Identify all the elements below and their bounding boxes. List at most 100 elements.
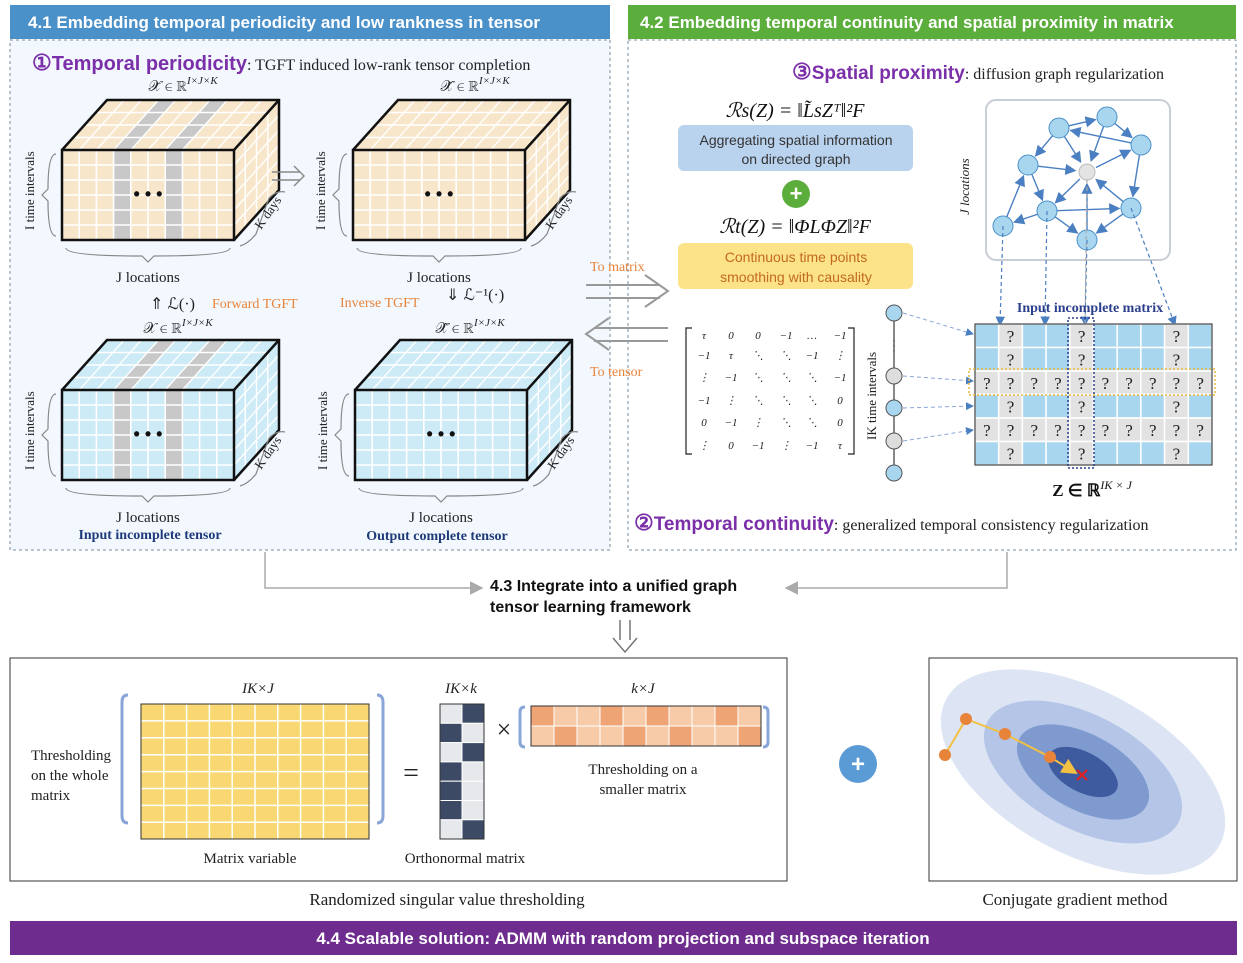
phi-matrix: τ 0 0 −1 … −1 −1 τ ⋱ ⋱ −1 ⋮ ⋮ −1 ⋱ ⋱ ⋱ −1 −1 ⋮ ⋱ ⋱ ⋱ 0 0 −1 ⋮ ⋱ ⋱ 0 ⋮ 0… <box>685 327 855 455</box>
phi-cell-3-5: 0 <box>837 395 843 407</box>
phi-cell-2-3: ⋱ <box>781 372 792 384</box>
missing-entry-1-8: ? <box>1173 350 1181 369</box>
ortho-cell-0-1 <box>461 703 485 724</box>
section-4-3-title-line1: 4.3 Integrate into a unified graph <box>490 578 737 595</box>
periodicity-number: ① <box>32 50 52 75</box>
rs-box-line2: on directed graph <box>742 151 851 167</box>
graph-edge-9 <box>1056 203 1121 215</box>
section-4-2-title: 4.2 Embedding temporal continuity and sp… <box>640 13 1174 32</box>
section-4-1: 4.1 Embedding temporal periodicity and l… <box>9 5 611 551</box>
section-4-1-header <box>10 5 610 39</box>
ikxk-label: IK×k <box>444 681 477 697</box>
graph-edge-0 <box>1068 116 1097 128</box>
optimum-marker <box>1076 769 1088 781</box>
small-cell-0-0 <box>530 705 555 727</box>
phi-cell-1-5: ⋮ <box>835 350 846 362</box>
cube-bottom-right-i-label: I time intervals <box>315 391 330 470</box>
x-input-label-sup: I×J×K <box>181 317 213 329</box>
rsvt-caption: Randomized singular value thresholding <box>309 890 585 909</box>
missing-entry-4-6: ? <box>1125 421 1133 440</box>
phi-cell-5-4: −1 <box>806 440 819 452</box>
small-cell-1-2 <box>576 725 601 747</box>
matrix-cell-1-0 <box>974 346 1000 372</box>
time-chain: ⋮ <box>885 304 974 482</box>
cube-top-left-left-brace <box>41 153 57 237</box>
spatial-number: ③ <box>792 59 812 84</box>
cube-top-right-depth-brace <box>530 191 577 247</box>
chain-node-4 <box>885 464 903 482</box>
section-4-4-title: 4.4 Scalable solution: ADMM with random … <box>316 929 929 948</box>
phi-cell-4-3: ⋱ <box>781 417 792 429</box>
cube-top-right-corner-edge <box>524 99 571 151</box>
small-cell-0-9 <box>737 705 762 727</box>
cube-top-right-front-edge <box>351 148 527 242</box>
spatial-name: Spatial proximity <box>812 63 966 84</box>
small-cell-1-4 <box>622 725 647 747</box>
cg-caption: Conjugate gradient method <box>982 890 1168 909</box>
projection-center <box>1084 179 1088 326</box>
matrix-cell-1-3 <box>1045 346 1071 372</box>
xbar-label-sup: I×J×K <box>186 75 218 87</box>
matrix-cell-3-9 <box>1187 393 1213 419</box>
cube-top-right-bottom-brace <box>356 247 522 263</box>
small-cell-1-1 <box>553 725 578 747</box>
graph-node-4 <box>1130 134 1152 156</box>
missing-entry-2-6: ? <box>1125 374 1133 393</box>
chain-proj-3 <box>902 427 974 442</box>
missing-entry-3-8: ? <box>1173 397 1181 416</box>
orthonormal-label: Orthonormal matrix <box>405 851 526 867</box>
cube-top-right-sideline2 <box>524 159 571 211</box>
ortho-cell-6-1 <box>461 819 485 840</box>
equals-sign: = <box>403 758 419 789</box>
matrix-cell-3-7 <box>1140 393 1166 419</box>
graph-node-1 <box>1096 106 1118 128</box>
graph-edge-1 <box>1034 135 1054 157</box>
chain-proj-2 <box>902 402 974 411</box>
graph-j-locations: J locations <box>957 158 972 215</box>
xhat-output-label-sup: I×J×K <box>473 317 505 329</box>
missing-entry-4-5: ? <box>1102 421 1110 440</box>
missing-entry-2-7: ? <box>1149 374 1157 393</box>
continuity-heading: ②Temporal continuity: generalized tempor… <box>634 510 1148 535</box>
small-border <box>530 705 762 747</box>
missing-entry-2-5: ? <box>1102 374 1110 393</box>
chain-node-0 <box>885 304 903 322</box>
z-caption-base: Z ∈ ℝ <box>1052 481 1101 500</box>
missing-entry-1-1: ? <box>1007 350 1015 369</box>
to-tensor-arrow: To tensor <box>584 317 668 380</box>
continuity-desc: : generalized temporal consistency regul… <box>834 517 1149 534</box>
missing-entry-2-1: ? <box>1007 374 1015 393</box>
thresh-whole-line3: matrix <box>31 788 71 804</box>
matrix-cell-1-6 <box>1116 346 1142 372</box>
missing-entry-4-3: ? <box>1054 421 1062 440</box>
section-4-2-header <box>628 5 1236 39</box>
matrix-cell-5-7 <box>1140 440 1166 466</box>
graph-node-0 <box>1048 117 1070 139</box>
graph-edge-11 <box>1054 216 1079 234</box>
cube-transform-arrow <box>272 165 305 187</box>
incomplete-matrix-title: Input incomplete matrix <box>1017 301 1163 316</box>
missing-entry-2-2: ? <box>1030 374 1038 393</box>
missing-entry-4-7: ? <box>1149 421 1157 440</box>
small-cell-1-5 <box>645 725 670 747</box>
cube-top-right-dots: • • • <box>425 184 454 204</box>
section-4-3-title-line2: tensor learning framework <box>490 599 691 616</box>
ortho-cell-1-1 <box>461 722 485 744</box>
phi-cell-4-5: 0 <box>837 417 843 429</box>
graph-edge-6 <box>1095 149 1132 169</box>
matrix-cell-0-6 <box>1116 323 1142 349</box>
plus-circle-blue <box>839 745 877 783</box>
phi-cell-0-0: τ <box>702 330 707 342</box>
ikxj-label: IK×J <box>241 681 275 697</box>
phi-cell-0-5: −1 <box>834 330 847 342</box>
cube-bottom-left-depth-brace <box>239 431 286 487</box>
section-4-3: 4.3 Integrate into a unified graph tenso… <box>264 552 1008 654</box>
missing-entry-0-1: ? <box>1007 327 1015 346</box>
matrix-cell-1-9 <box>1187 346 1213 372</box>
matrix-cell-1-5 <box>1092 346 1118 372</box>
chain-proj-0 <box>902 312 974 336</box>
